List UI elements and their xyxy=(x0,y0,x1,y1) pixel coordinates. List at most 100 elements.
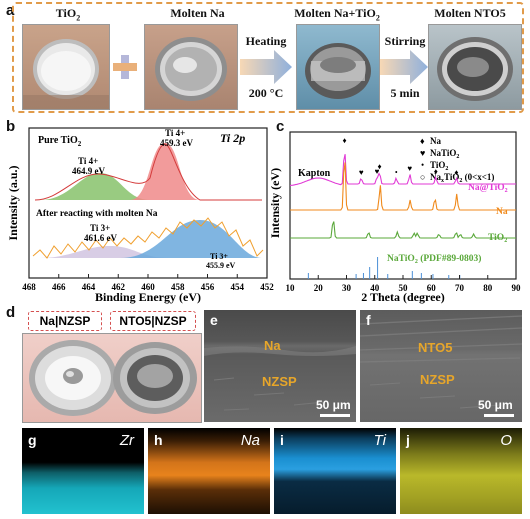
xrd-xtick-label: 10 xyxy=(286,283,296,293)
legend-natio2: NaTiO2 xyxy=(430,148,459,160)
xrd-series-0 xyxy=(289,154,516,187)
photo-molten-na xyxy=(144,24,238,110)
xps-pure-label: Pure TiO2 xyxy=(38,135,82,148)
arrow-stirring xyxy=(380,50,428,84)
xps-xtick-label: 462 xyxy=(112,282,126,292)
photo-tio2-powder xyxy=(22,24,110,110)
legend-sym-na: ♦ xyxy=(420,136,425,146)
xrd-peak-marker: ♦ xyxy=(434,167,438,176)
xps-pure-peak-right xyxy=(130,143,200,200)
xps-ann-ti4-left-ev: 464.9 eV xyxy=(72,166,105,176)
eds-o-element: O xyxy=(500,432,512,449)
tag-nto5-nzsp: NTO5|NZSP xyxy=(110,311,196,331)
xrd-peak-marker: ♦ xyxy=(342,136,346,145)
xrd-xtick-label: 50 xyxy=(399,283,409,293)
xps-xtick-label: 454 xyxy=(231,282,245,292)
xps-xtick-label: 460 xyxy=(141,282,155,292)
panel-a-frame xyxy=(12,2,524,113)
eds-map-na-signal xyxy=(148,428,270,514)
xrd-xtick-label: 20 xyxy=(314,283,324,293)
panel-g-label: g xyxy=(28,432,37,448)
xps-xtick-label: 466 xyxy=(52,282,66,292)
xps-xtick-label: 458 xyxy=(171,282,185,292)
sem-f-top-label: NTO5 xyxy=(418,340,453,355)
xps-pure-envelope xyxy=(34,143,262,201)
panel-b-label: b xyxy=(6,118,16,135)
sem-e-top-label: Na xyxy=(264,338,281,353)
xps-xtick-label: 456 xyxy=(201,282,215,292)
series-label-na: Na xyxy=(496,207,508,217)
xrd-xtick-label: 70 xyxy=(455,283,465,293)
title-tio2: TiO2 xyxy=(55,6,81,23)
eds-ti-element: Ti xyxy=(373,432,386,449)
xps-ann-ti3-right: Ti 3+ xyxy=(210,252,228,261)
photo-molten-na-tio2 xyxy=(296,24,380,110)
eds-map-o: j O xyxy=(400,428,522,514)
panel-c-label: c xyxy=(276,118,285,135)
title-molten-na-tio2: Molten Na+TiO2 xyxy=(294,6,380,23)
xrd-xtick-label: 30 xyxy=(342,283,352,293)
eds-map-o-signal xyxy=(400,428,522,514)
eds-map-na: h Na xyxy=(148,428,270,514)
panel-h-label: h xyxy=(154,432,163,448)
xrd-xtick-label: 60 xyxy=(427,283,437,293)
xps-after-label: After reacting with molten Na xyxy=(36,209,158,219)
plus-icon xyxy=(113,55,137,79)
xrd-series-2 xyxy=(290,221,516,239)
xrd-peak-marker: ♦ xyxy=(454,168,458,177)
heating-label: Heating xyxy=(245,34,287,48)
legend-sym-natio2: ♥ xyxy=(420,148,425,158)
title-molten-na: Molten Na xyxy=(170,6,225,20)
xps-ann-ti4-left: Ti 4+ xyxy=(78,156,98,166)
xps-pure-peak-left xyxy=(40,173,150,200)
xps-xtick-label: 468 xyxy=(22,282,36,292)
eds-zr-element: Zr xyxy=(119,432,134,449)
xrd-peak-marker: ♦ xyxy=(378,162,382,171)
panel-f-label: f xyxy=(366,312,371,328)
series-label-natio2-pdf: NaTiO2 (PDF#89-0803) xyxy=(387,253,481,265)
xrd-xtick-label: 40 xyxy=(370,283,380,293)
panel-i-label: i xyxy=(280,432,284,448)
sem-image-nto5-nzsp: f NTO5 NZSP 50 μm xyxy=(360,310,522,422)
sem-f-scale-text: 50 μm xyxy=(478,398,513,412)
xrd-peak-marker: • xyxy=(395,168,398,177)
xrd-peak-marker: ♥ xyxy=(407,164,412,173)
arrow-heating xyxy=(240,50,292,84)
sem-e-scalebar xyxy=(320,414,350,417)
legend-tio2: TiO2 xyxy=(430,160,448,172)
photo-coin-cells xyxy=(22,333,202,423)
panel-a-label: a xyxy=(6,2,15,19)
xps-ylabel: Intensity (a.u.) xyxy=(6,165,20,240)
xrd-ylabel: Intensity (eV) xyxy=(270,168,282,238)
xrd-xtick-label: 80 xyxy=(483,283,493,293)
xps-after-peak-left xyxy=(40,246,170,258)
xps-xtick-label: 464 xyxy=(82,282,96,292)
sem-f-bottom-label: NZSP xyxy=(420,372,455,387)
xrd-series-1 xyxy=(290,162,516,211)
xrd-chart: Intensity (eV) 2 Theta (degree) Kapton ♦… xyxy=(270,131,521,304)
sem-e-scale-text: 50 μm xyxy=(316,398,351,412)
tag-na-nzsp: Na|NZSP xyxy=(28,311,102,331)
xps-ann-ti3-left-ev: 461.6 eV xyxy=(84,233,117,243)
xps-ann-ti4-right-ev: 459.3 eV xyxy=(160,138,193,148)
sem-image-na-nzsp: e Na NZSP 50 μm xyxy=(204,310,356,422)
legend-sym-tio2: • xyxy=(421,160,424,170)
xps-ann-ti3-right-ev: 455.9 eV xyxy=(206,261,236,270)
panel-d-label: d xyxy=(6,304,16,321)
xps-after-raw xyxy=(32,217,264,259)
xps-ann-ti3-left: Ti 3+ xyxy=(90,223,110,233)
title-molten-nto5: Molten NTO5 xyxy=(434,6,506,20)
photo-molten-nto5 xyxy=(428,24,522,110)
stirring-time: 5 min xyxy=(390,86,420,100)
panel-e-label: e xyxy=(210,312,218,328)
eds-map-zr-signal xyxy=(22,428,144,514)
legend-na: Na xyxy=(430,136,441,146)
xps-ann-ti4-right: Ti 4+ xyxy=(165,128,185,138)
xrd-peak-marker: ♥ xyxy=(375,167,380,176)
xrd-peak-marker: ♥ xyxy=(359,168,364,177)
xps-chart: Intensity (a.u.) Binding Energy (eV) Ti … xyxy=(6,127,274,304)
eds-map-ti: i Ti xyxy=(274,428,396,514)
eds-map-zr: g Zr xyxy=(22,428,144,514)
xps-xtick-label: 452 xyxy=(260,282,274,292)
series-label-na-tio2: Na@TiO2 xyxy=(468,183,508,194)
